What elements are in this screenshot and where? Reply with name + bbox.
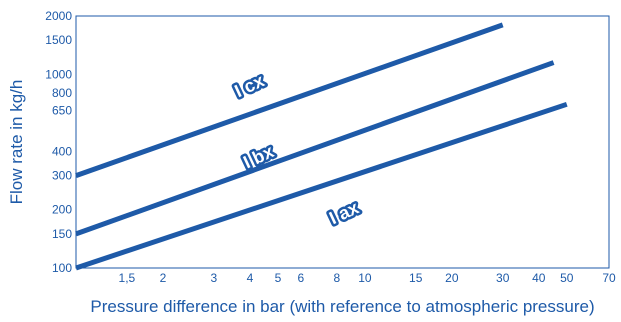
series-line [75,60,555,237]
x-tick-label: 40 [532,271,546,285]
y-axis-title: Flow rate in kg/h [7,80,26,205]
x-tick-label: 3 [210,271,217,285]
series-line [75,101,568,271]
x-tick-label: 6 [297,271,304,285]
y-tick-label: 300 [52,169,72,183]
x-tick-label: 70 [602,271,616,285]
series-line [75,22,504,178]
x-tick-label: 4 [247,271,254,285]
x-tick-label: 30 [496,271,510,285]
x-tick-label: 5 [275,271,282,285]
y-tick-label: 200 [52,203,72,217]
y-tick-label: 2000 [45,9,72,23]
y-tick-label: 400 [52,144,72,158]
y-tick-label: 650 [52,104,72,118]
y-tick-label: 1500 [45,33,72,47]
x-tick-label: 10 [358,271,372,285]
axes-layer: 1,5 2 3 4 5 6 8 10 15 20 30 40 50 70 100 150 200 300 400 65… [45,9,616,285]
x-tick-label: 8 [334,271,341,285]
series-layer [75,22,568,271]
x-axis-title: Pressure difference in bar (with referen… [90,297,594,316]
x-tick-label: 2 [160,271,167,285]
y-tick-label: 100 [52,261,72,275]
x-tick-label: 20 [445,271,459,285]
y-tick-label: 800 [52,86,72,100]
x-tick-label: 1,5 [119,271,136,285]
x-tick-label: 50 [560,271,574,285]
x-tick-label: 15 [409,271,423,285]
plot-frame [75,15,610,269]
y-tick-label: 1000 [45,67,72,81]
y-tick-label: 150 [52,227,72,241]
